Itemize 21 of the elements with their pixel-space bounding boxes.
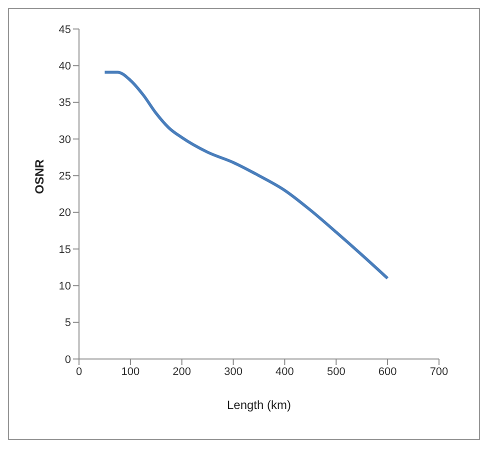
y-tick-label: 5	[64, 317, 71, 330]
y-tick-label: 15	[58, 244, 71, 256]
y-tick-label: 0	[64, 354, 71, 366]
x-tick-label: 200	[172, 366, 192, 378]
y-tick-label: 30	[58, 134, 71, 146]
line-series	[103, 70, 390, 280]
x-tick-label: 700	[430, 366, 448, 378]
y-tick-label: 20	[58, 207, 71, 220]
x-tick-label: 300	[224, 366, 242, 378]
y-tick-label: 25	[58, 170, 71, 183]
y-tick-label: 45	[58, 24, 71, 36]
y-tick-label: 35	[58, 97, 71, 110]
x-tick-label: 400	[276, 366, 294, 378]
x-tick-label: 100	[121, 366, 140, 378]
y-tick-label: 10	[58, 280, 71, 293]
y-tick-label: 40	[58, 60, 71, 73]
x-axis-title: Length (km)	[226, 398, 292, 412]
x-tick-label: 0	[76, 366, 82, 378]
y-axis-title: OSNR	[32, 158, 46, 194]
x-tick-label: 500	[326, 366, 346, 378]
x-tick-label: 600	[378, 366, 397, 378]
